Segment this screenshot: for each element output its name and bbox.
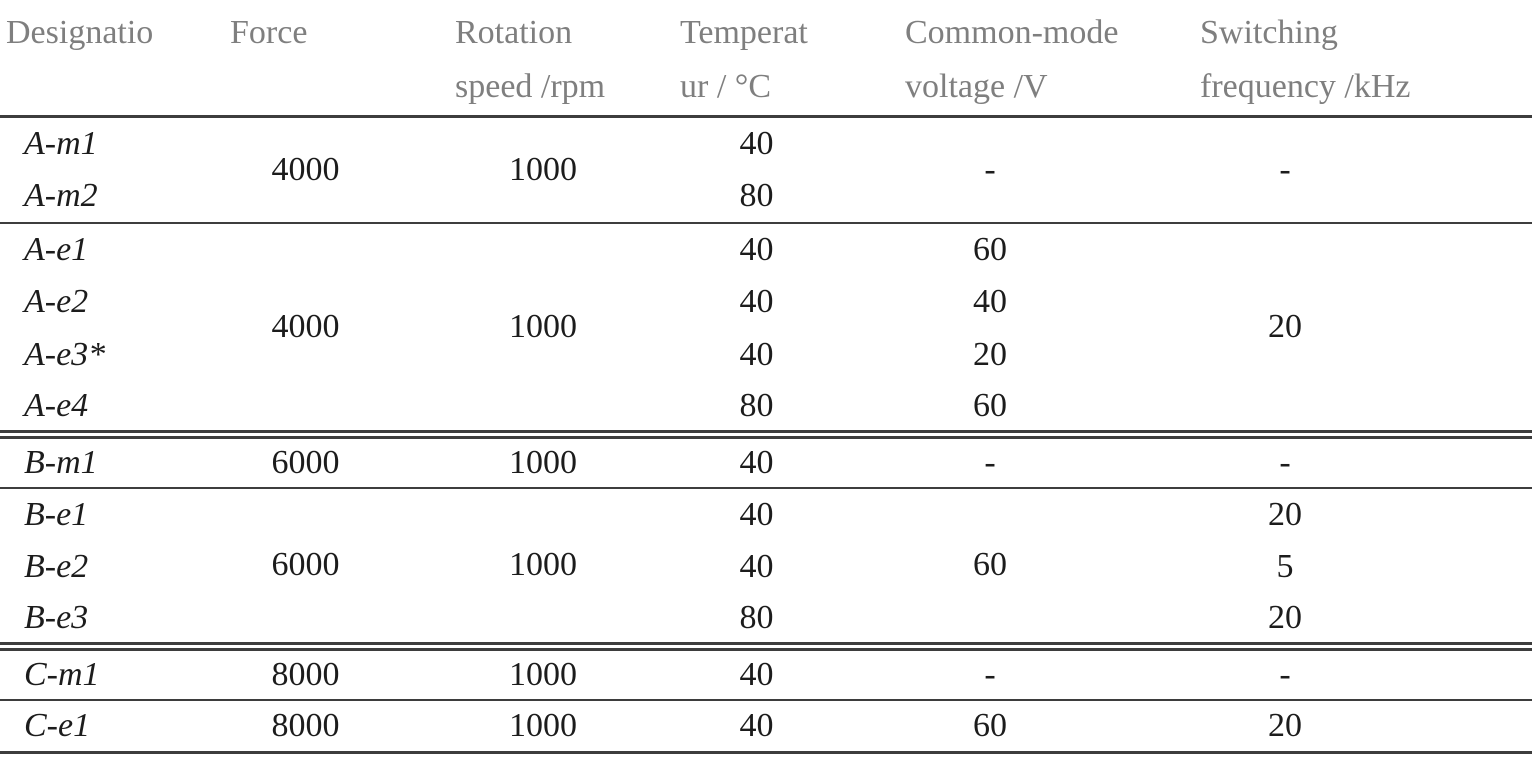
designation-cell: C-e1 [24,706,91,744]
table-row: A-e1 4000 1000 40 60 20 [0,222,1532,343]
switching-frequency-cell: - [1279,655,1291,693]
col-header-rotation-speed-line2: speed /rpm [455,68,606,105]
col-header-common-mode-voltage: Common-mode voltage /V [892,0,1182,117]
force-cell: 8000 [271,706,340,744]
rotation-speed-cell: 1000 [509,546,577,584]
rotation-speed-cell: 1000 [509,150,577,188]
switching-frequency-cell: - [1279,150,1291,188]
col-header-common-mode-voltage-line2: voltage /V [905,68,1048,105]
temperature-cell: 40 [739,124,774,162]
common-mode-voltage-cell: - [984,655,996,693]
force-cell: 8000 [271,655,340,693]
designation-cell: A-m2 [24,176,98,214]
rotation-speed-cell: 1000 [509,443,577,481]
table-row: A-e2 40 40 [0,276,1532,329]
table-row: B-m1 6000 1000 40 - - [0,434,1532,488]
table-row: B-e2 40 5 [0,541,1532,594]
common-mode-voltage-cell: - [984,443,996,481]
common-mode-voltage-cell: 60 [973,230,1007,268]
results-table: Designatio Force Rotation speed /rpm Tem… [0,0,1532,753]
force-cell: 4000 [271,150,340,188]
designation-cell: A-m1 [24,124,98,162]
col-header-rotation-speed-line1: Rotation [455,14,573,51]
temperature-cell: 80 [739,386,774,424]
force-cell: 6000 [271,443,340,481]
temperature-cell: 40 [739,706,774,744]
rotation-speed-cell: 1000 [509,307,577,345]
designation-cell: B-e3 [24,598,89,636]
switching-frequency-cell: 20 [1268,307,1302,345]
table-row: A-m2 80 [0,170,1532,223]
col-header-switching-frequency-line2: frequency /kHz [1200,68,1411,105]
designation-cell: A-e3* [24,336,106,373]
common-mode-voltage-cell: 40 [973,283,1007,320]
switching-frequency-cell: - [1279,443,1291,481]
common-mode-voltage-cell: 20 [973,336,1007,373]
force-cell: 6000 [271,546,340,584]
col-header-rotation-speed: Rotation speed /rpm [445,0,670,117]
temperature-cell: 40 [739,443,774,481]
col-header-temperature: Temperat ur / °C [670,0,892,117]
table-row: C-m1 8000 1000 40 - - [0,646,1532,700]
table-row: B-e1 6000 1000 40 60 20 [0,487,1532,582]
col-header-temperature-line1: Temperat [680,14,808,51]
common-mode-voltage-cell: 60 [973,706,1007,744]
temperature-cell: 40 [739,230,774,268]
table-row: A-m1 4000 1000 40 - - [0,117,1532,186]
common-mode-voltage-cell: 60 [973,546,1007,584]
designation-cell: A-e2 [24,283,89,320]
col-header-force: Force [215,0,445,117]
temperature-cell: 40 [739,655,774,693]
temperature-cell: 40 [739,336,774,373]
temperature-cell: 80 [739,598,774,636]
switching-frequency-cell: 5 [1276,548,1294,585]
common-mode-voltage-cell: 60 [973,386,1007,424]
col-header-temperature-line2: ur / °C [680,68,772,105]
designation-cell: B-e2 [24,548,89,585]
header-row: Designatio Force Rotation speed /rpm Tem… [0,0,1532,117]
switching-frequency-cell: 20 [1268,495,1302,533]
temperature-cell: 40 [739,283,774,320]
col-header-common-mode-voltage-line1: Common-mode [905,14,1119,51]
switching-frequency-cell: 20 [1268,706,1302,744]
table-row: A-e4 80 60 [0,382,1532,435]
table-row: B-e3 80 20 [0,594,1532,647]
temperature-cell: 80 [739,176,774,214]
designation-cell: B-m1 [24,443,98,481]
designation-cell: A-e1 [24,230,89,268]
designation-cell: C-m1 [24,655,100,693]
switching-frequency-cell: 20 [1268,598,1302,636]
col-header-designation-line1: Designatio [6,14,154,51]
col-header-force-line1: Force [230,14,308,51]
rotation-speed-cell: 1000 [509,655,577,693]
common-mode-voltage-cell: - [984,150,996,188]
designation-cell: A-e4 [24,386,89,424]
temperature-cell: 40 [739,548,774,585]
col-header-switching-frequency-line1: Switching [1200,14,1338,51]
table-row: C-e1 8000 1000 40 60 20 [0,699,1532,753]
force-cell: 4000 [271,307,340,345]
designation-cell: B-e1 [24,495,89,533]
col-header-designation: Designatio [0,0,215,117]
rotation-speed-cell: 1000 [509,706,577,744]
table-row: A-e3* 40 20 [0,329,1532,382]
col-header-switching-frequency: Switching frequency /kHz [1182,0,1532,117]
temperature-cell: 40 [739,495,774,533]
